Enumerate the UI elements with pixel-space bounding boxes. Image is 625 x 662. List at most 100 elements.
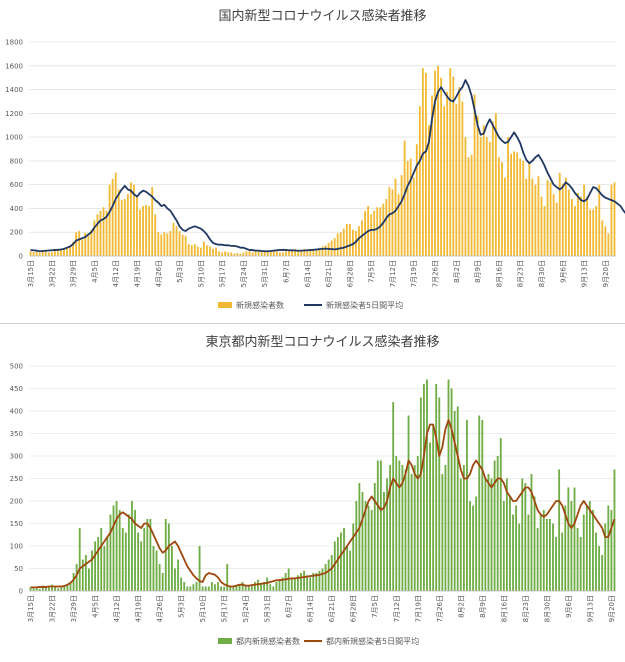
bar (75, 232, 78, 256)
bar (296, 575, 299, 591)
bar (479, 137, 482, 256)
bar (531, 178, 534, 256)
bar (475, 496, 478, 591)
bar (93, 220, 96, 256)
bar (613, 182, 616, 256)
bar (564, 505, 567, 591)
bar (189, 586, 192, 591)
bar (528, 162, 531, 256)
bar (422, 384, 425, 591)
y-tick-label: 450 (10, 385, 23, 393)
bar (333, 541, 336, 591)
bar (604, 523, 607, 591)
bar (343, 528, 345, 591)
y-tick-label: 800 (10, 157, 23, 165)
bar (385, 198, 388, 256)
bar (561, 183, 564, 256)
bar (579, 537, 582, 591)
bar (53, 248, 56, 256)
legend-label: 都内新規感染者5日間平均 (326, 636, 419, 646)
bar (152, 546, 155, 591)
bar (401, 465, 404, 591)
bar (607, 505, 610, 591)
bar (106, 537, 109, 591)
bar (601, 555, 604, 591)
bar (178, 231, 181, 256)
bar (400, 175, 403, 256)
bar (230, 252, 233, 256)
bar (284, 573, 287, 591)
x-tick-label: 5月3日 (178, 595, 186, 618)
bar (38, 588, 41, 591)
bar (412, 177, 415, 256)
bar (386, 478, 388, 591)
y-tick-label: 200 (10, 498, 23, 506)
bar (582, 514, 585, 591)
bar (564, 177, 567, 256)
legend-label: 都内新規感染者数 (236, 636, 300, 646)
bar (428, 125, 430, 256)
bar (192, 584, 195, 591)
bar (487, 474, 490, 591)
bar (140, 541, 143, 591)
bar (540, 196, 543, 256)
bar (409, 158, 412, 256)
x-tick-label: 4月5日 (92, 595, 100, 618)
bar (139, 209, 141, 256)
bar (459, 478, 462, 591)
bar (476, 115, 479, 256)
x-tick-label: 7月5日 (371, 595, 379, 618)
bar (121, 528, 124, 591)
bar (151, 187, 154, 256)
bar (111, 178, 114, 256)
x-tick-label: 4月26日 (155, 260, 163, 287)
bar (444, 465, 447, 591)
legend-label: 新規感染者数 (236, 300, 284, 310)
bar (294, 248, 297, 256)
y-tick-label: 250 (10, 475, 23, 483)
x-tick-label: 6月7日 (283, 260, 291, 283)
y-tick-label: 400 (10, 205, 23, 213)
bar (184, 235, 187, 256)
bar (358, 483, 361, 591)
bar (247, 586, 250, 591)
bar (466, 420, 468, 591)
bar (218, 251, 221, 256)
bar (339, 232, 342, 256)
bar (472, 505, 475, 591)
bar (470, 154, 473, 256)
x-tick-label: 3月22日 (48, 260, 56, 287)
bar (312, 573, 315, 591)
x-tick-label: 9月13日 (586, 595, 594, 622)
bar (91, 550, 93, 591)
x-tick-label: 6月14日 (307, 595, 315, 622)
y-tick-label: 400 (10, 408, 23, 416)
bar (174, 568, 176, 591)
bar (309, 577, 312, 591)
bar (534, 184, 537, 256)
bar (223, 586, 226, 591)
bar (607, 233, 610, 256)
bar (342, 228, 345, 256)
bar (207, 586, 210, 591)
bar (300, 573, 302, 591)
bar (324, 245, 327, 256)
bar (297, 250, 300, 256)
bar (278, 579, 281, 591)
bar (604, 226, 607, 256)
bar (352, 229, 354, 256)
chart-title: 国内新型コロナウイルス感染者推移 (218, 8, 426, 24)
bar (576, 528, 579, 591)
bar (321, 568, 324, 591)
bar (303, 248, 306, 256)
bar (336, 233, 339, 256)
y-tick-label: 150 (10, 520, 23, 528)
bar (391, 189, 394, 256)
x-tick-label: 7月12日 (389, 260, 397, 287)
bar (364, 501, 367, 591)
x-tick-label: 4月19日 (135, 595, 143, 622)
x-tick-label: 3月29日 (70, 595, 78, 622)
bar (358, 226, 360, 256)
bar (44, 250, 47, 256)
bar (41, 585, 44, 591)
